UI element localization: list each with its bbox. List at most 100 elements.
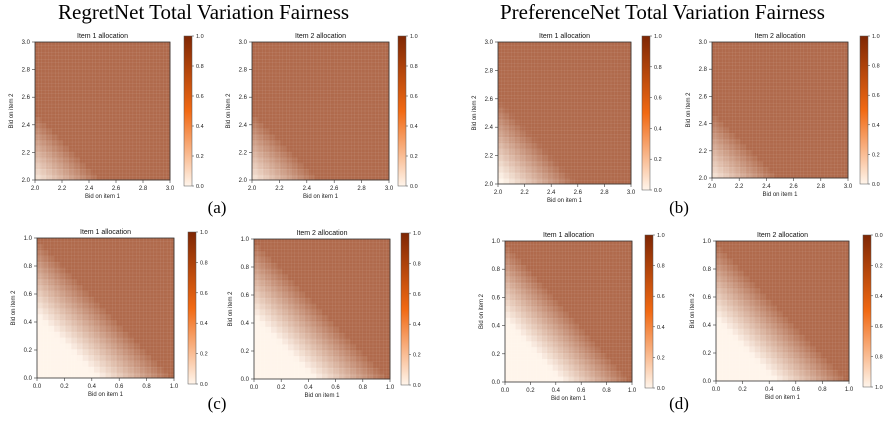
heatmap-cell [153,116,160,123]
heatmap-cell [51,145,58,152]
heatmap-cell [282,256,289,263]
heatmap-cell [552,340,559,348]
heatmap-cell [819,127,826,134]
heatmap-cell [80,88,87,95]
heatmap-cell [63,93,70,100]
heatmap-cell [542,154,549,161]
heatmap-cell [122,249,129,256]
heatmap-cell [74,128,81,135]
heatmap-cell [836,144,843,151]
heatmap-cell [309,42,316,49]
heatmap-cell [568,282,575,289]
heatmap-cell [373,256,380,263]
heatmap-cell [360,47,367,54]
heatmap-cell [509,142,516,149]
heatmap-cell [37,267,44,274]
heatmap-cell [263,82,270,89]
heatmap-cell [716,293,722,300]
heatmap-cell [40,88,47,95]
heatmap-cell [54,360,61,367]
heatmap-cell [259,291,266,298]
heatmap-cell [547,340,554,348]
heatmap-cell [570,59,576,67]
heatmap-cell [371,116,378,123]
heatmap-cell [263,53,270,60]
heatmap-cell [732,357,739,364]
heatmap-cell [526,305,532,312]
x-tick-label: 2.2 [520,190,529,196]
heatmap-cell [378,268,385,275]
heatmap-cell [383,88,390,95]
heatmap-cell [274,151,281,158]
heatmap-cell [331,116,339,123]
heatmap-cell [57,70,64,77]
heatmap-cell [111,290,118,297]
heatmap-cell [377,174,384,181]
heatmap-cell [384,349,391,357]
heatmap-cell [134,313,141,321]
heatmap-cell [564,53,571,61]
heatmap-cell [721,281,728,289]
heatmap-cell [65,296,72,303]
heatmap-cell [797,59,804,66]
heatmap-cell [536,178,543,185]
heatmap-cell [768,81,775,88]
heatmap-cell [158,134,165,141]
heatmap-cell [57,111,64,118]
heatmap-cell [105,319,112,326]
heatmap-cell [819,81,826,88]
heatmap-cell [322,262,329,269]
heatmap-cell [360,93,367,100]
heatmap-cell [254,367,261,374]
heatmap-cell [575,83,582,90]
heatmap-cell [141,105,148,112]
heatmap-cell [614,53,621,61]
heatmap-cell [814,93,821,100]
heatmap-cell [134,284,141,291]
heatmap-cell [269,76,276,83]
heatmap-cell [314,122,321,129]
heatmap-cell [162,343,169,350]
heatmap-cell [610,323,617,330]
heatmap-cell [808,104,815,111]
heatmap-cell [158,82,165,89]
heatmap-cell [80,93,87,100]
heatmap-cell [564,130,571,138]
heatmap-cell [600,264,606,271]
heatmap-cell [819,115,826,122]
heatmap-cell [337,42,344,49]
heatmap-cell [291,151,299,158]
heatmap-cell [729,59,736,66]
heatmap-cell [570,148,576,155]
heatmap-cell [557,358,564,365]
heatmap-cell [105,343,112,350]
heatmap-cell [263,157,270,164]
heatmap-cell [361,344,368,351]
heatmap-cell [74,65,81,72]
heatmap-cell [536,305,543,312]
heatmap-cell [151,249,158,256]
heatmap-cell [102,82,109,89]
heatmap-cell [339,349,346,357]
heatmap-cell [134,261,141,268]
heatmap-cell [145,278,152,286]
heatmap-cell [614,148,621,155]
heatmap-cell [377,162,384,169]
heatmap-cell [134,360,141,367]
colorbar-tick-label: 0.0 [872,182,880,188]
heatmap-cell [597,166,604,173]
heatmap-cell [520,370,527,377]
heatmap-cell [299,279,306,287]
heatmap-cell [303,76,310,83]
heatmap-cell [59,331,66,338]
heatmap-cell [162,319,169,326]
colorbar-tick-label: 0.8 [872,64,880,70]
heatmap-cell [303,174,310,181]
heatmap-cell [85,139,92,146]
heatmap-cell [552,317,559,324]
heatmap-cell [314,65,321,72]
heatmap-cell [130,53,137,60]
y-tick-label: 0.0 [492,380,501,386]
heatmap-cell [105,331,112,338]
